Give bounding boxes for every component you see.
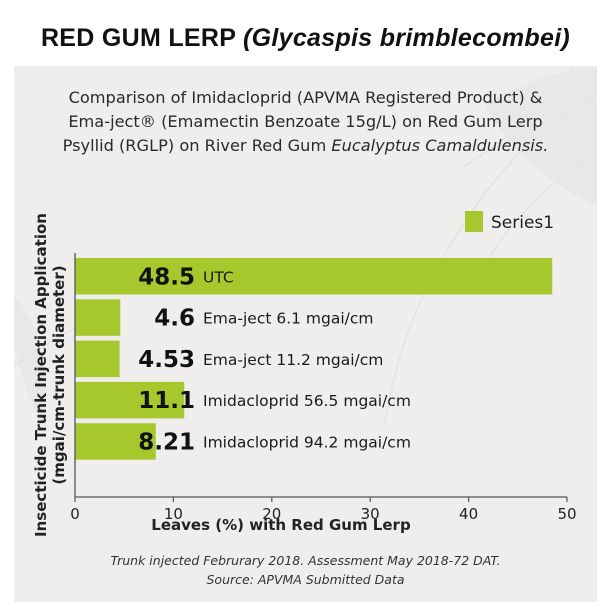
- bar-value-label: 4.53: [138, 347, 195, 373]
- y-axis-label-line-2: (mgai/cm-trunk diameter): [50, 265, 68, 484]
- title-band: RED GUM LERP (Glycaspis brimblecombei): [0, 0, 611, 66]
- subtitle-line-3-italic: Eucalyptus Camaldulensis.: [331, 136, 549, 155]
- x-tick-label: 40: [459, 505, 478, 523]
- bar: [75, 258, 553, 295]
- bar: [75, 340, 120, 378]
- bar-category-label: UTC: [203, 268, 234, 286]
- legend-label: Series1: [491, 213, 554, 233]
- bar: [75, 381, 185, 419]
- bar-value-label: 4.6: [154, 306, 195, 332]
- footnote-line-1: Trunk injected Februrary 2018. Assessmen…: [110, 553, 501, 568]
- x-axis-label: Leaves (%) with Red Gum Lerp: [151, 516, 411, 534]
- x-tick-label: 20: [262, 505, 281, 523]
- subtitle-line-1: Comparison of Imidacloprid (APVMA Regist…: [68, 88, 543, 107]
- page-title: RED GUM LERP (Glycaspis brimblecombei): [0, 24, 611, 53]
- bar-value-label: 8.21: [138, 429, 195, 455]
- chart-panel: Comparison of Imidacloprid (APVMA Regist…: [14, 66, 597, 602]
- bar-value-label: 11.1: [138, 388, 195, 414]
- subtitle-line-3: Psyllid (RGLP) on River Red Gum Eucalypt…: [14, 134, 597, 158]
- footnote-line-2: Source: APVMA Submitted Data: [206, 572, 405, 587]
- subtitle-line-2: Ema-ject® (Emamectin Benzoate 15g/L) on …: [68, 112, 543, 131]
- title-main: RED GUM LERP: [40, 24, 236, 52]
- x-tick-label: 50: [557, 505, 576, 523]
- chart-footnote: Trunk injected Februrary 2018. Assessmen…: [14, 551, 597, 589]
- bar-category-label: Ema-ject 6.1 mgai/cm: [203, 310, 374, 328]
- bar-category-label: Imidacloprid 94.2 mgai/cm: [203, 433, 411, 451]
- x-tick-label: 30: [361, 505, 380, 523]
- bar: [75, 423, 156, 460]
- bar-chart: Series1 48.5 UTC 4.6 Ema-ject 6.1 mgai/cm 4.5…: [32, 211, 577, 537]
- bar: [75, 299, 121, 336]
- x-tick-label: 0: [70, 505, 80, 523]
- y-axis-label-line-1: Insecticide Trunk Injection Application: [32, 213, 50, 537]
- bar-category-label: Ema-ject 11.2 mgai/cm: [203, 351, 383, 369]
- legend-swatch: [465, 211, 483, 232]
- title-species: (Glycaspis brimblecombei): [243, 24, 571, 52]
- bar-category-label: Imidacloprid 56.5 mgai/cm: [203, 392, 411, 410]
- leaf-watermark: [14, 66, 597, 427]
- chart-subtitle: Comparison of Imidacloprid (APVMA Regist…: [14, 86, 597, 158]
- x-tick-label: 10: [164, 505, 183, 523]
- bar-value-label: 48.5: [138, 264, 195, 290]
- subtitle-line-3-plain: Psyllid (RGLP) on River Red Gum: [62, 136, 327, 155]
